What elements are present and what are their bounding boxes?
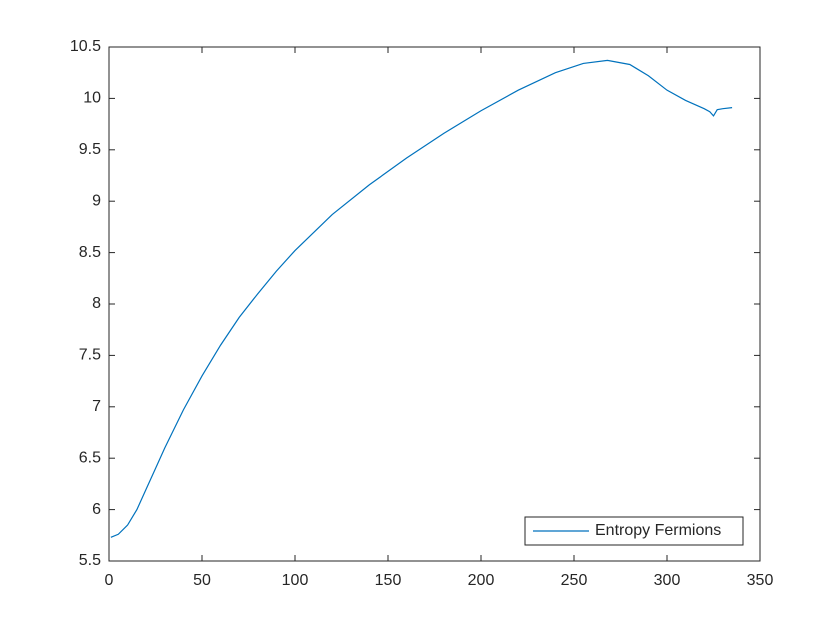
x-tick-label: 250 xyxy=(561,572,588,589)
x-tick-label: 100 xyxy=(282,572,309,589)
plot-area xyxy=(108,46,761,562)
x-tick-label: 300 xyxy=(654,572,681,589)
y-tick-label: 10 xyxy=(83,90,101,107)
y-tick-label: 9 xyxy=(92,192,101,209)
x-tick-label: 150 xyxy=(375,572,402,589)
y-tick-label: 10.5 xyxy=(70,38,101,55)
legend-label: Entropy Fermions xyxy=(595,522,721,539)
data-line xyxy=(110,59,733,538)
y-tick-label: 8 xyxy=(92,295,101,312)
y-tick-label: 7 xyxy=(92,398,101,415)
y-tick-label: 6.5 xyxy=(79,449,101,466)
y-tick-label: 8.5 xyxy=(79,244,101,261)
y-tick-label: 5.5 xyxy=(79,552,101,569)
x-tick-label: 200 xyxy=(468,572,495,589)
x-tick-label: 50 xyxy=(193,572,211,589)
legend-box xyxy=(524,516,744,546)
x-tick-label: 350 xyxy=(747,572,774,589)
y-tick-label: 9.5 xyxy=(79,141,101,158)
y-tick-label: 6 xyxy=(92,501,101,518)
y-tick-label: 7.5 xyxy=(79,347,101,364)
x-tick-label: 0 xyxy=(105,572,114,589)
